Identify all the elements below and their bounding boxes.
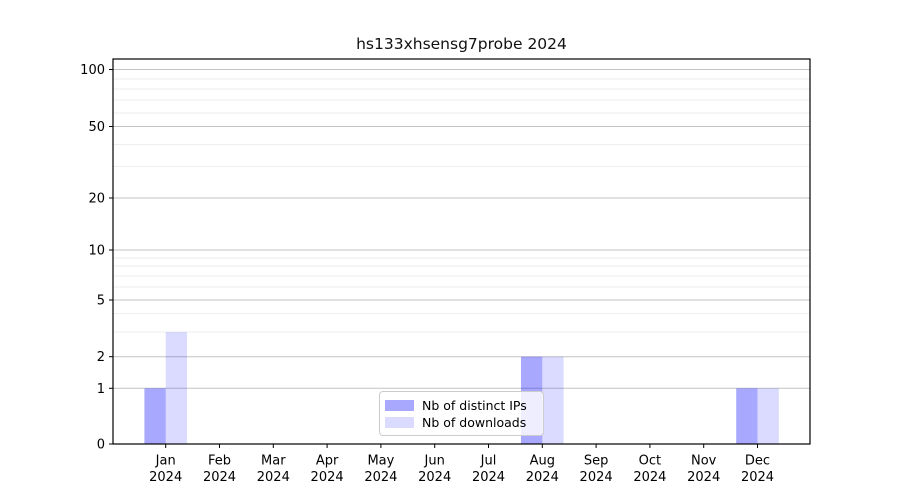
x-axis-tick-label-feb: Feb 2024 [203,454,236,486]
x-axis-tick-label-may: May 2024 [364,454,397,486]
x-axis-tick-label-apr: Apr 2024 [311,454,344,486]
x-axis-tick-label-jan: Jan 2024 [149,454,182,486]
x-axis-tick-label-mar: Mar 2024 [257,454,290,486]
y-axis-tick-label: 2 [97,350,105,365]
bar-downloads-dec [757,388,779,444]
bar-distinct-ips-dec [736,388,758,444]
x-axis-tick-label-dec: Dec 2024 [741,454,774,486]
legend: Nb of distinct IPs Nb of downloads [379,391,544,436]
legend-label-downloads: Nb of downloads [422,415,527,430]
x-axis-tick-label-aug: Aug 2024 [526,454,559,486]
bar-downloads-aug [542,356,564,444]
x-axis-tick-label-nov: Nov 2024 [687,454,720,486]
x-axis-tick-label-oct: Oct 2024 [633,454,666,486]
y-axis-tick-label: 50 [88,120,105,135]
y-axis-tick-label: 0 [97,438,105,453]
bar-distinct-ips-jan [144,388,166,444]
y-axis-tick-label: 5 [97,294,105,309]
chart-title: hs133xhsensg7probe 2024 [356,35,567,53]
legend-swatch-downloads [385,417,414,428]
y-axis-tick-label: 100 [80,63,105,78]
legend-item-downloads: Nb of downloads [385,415,535,430]
x-axis-tick-label-sep: Sep 2024 [580,454,613,486]
y-axis-tick-label: 10 [88,244,105,259]
y-axis-tick-label: 1 [97,382,105,397]
axes-spines [112,58,811,445]
legend-swatch-distinct-ips [385,400,414,411]
legend-item-distinct-ips: Nb of distinct IPs [385,398,535,413]
y-axis-tick-label: 20 [88,192,105,207]
x-axis-tick-label-jun: Jun 2024 [418,454,451,486]
x-axis-tick-label-jul: Jul 2024 [472,454,505,486]
legend-label-distinct-ips: Nb of distinct IPs [422,398,527,413]
bar-downloads-jan [165,332,187,444]
